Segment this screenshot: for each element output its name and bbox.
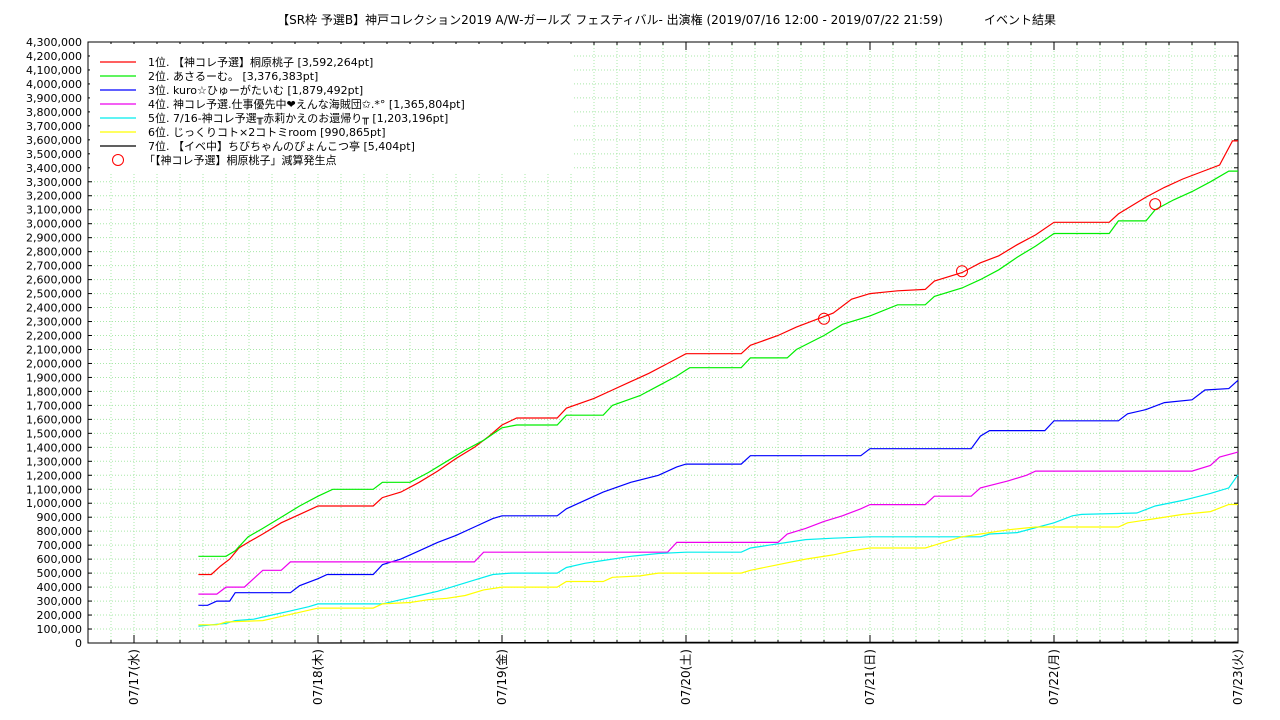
y-tick-label: 200,000 [37,609,83,622]
series-line [198,503,1238,626]
legend-entry: 1位. 【神コレ予選】桐原桃子 [3,592,264pt] [148,55,373,69]
legend-background [90,44,572,174]
y-tick-label: 2,800,000 [26,246,82,259]
y-tick-label: 100,000 [37,623,83,636]
series-line [317,641,1239,644]
y-tick-label: 3,200,000 [26,190,82,203]
legend-entry: 5位. 7/16-神コレ予選╥赤莉かえのお還帰り╥ [1,203,196pt] [148,111,448,125]
y-tick-label: 3,100,000 [26,204,82,217]
y-tick-label: 2,000,000 [26,357,82,370]
y-tick-label: 3,600,000 [26,134,82,147]
marker-point [956,265,968,278]
legend: 1位. 【神コレ予選】桐原桃子 [3,592,264pt]2位. あさるーむ。 … [90,44,572,174]
x-tick-label: 07/23(火) [1231,649,1245,705]
series-line [198,170,1238,557]
y-tick-label: 4,100,000 [26,64,82,77]
legend-entry: 2位. あさるーむ。 [3,376,383pt] [148,69,318,83]
y-tick-label: 2,600,000 [26,274,82,287]
y-tick-label: 3,000,000 [26,218,82,231]
x-tick-label: 07/19(金) [494,649,509,705]
series-line [198,379,1239,606]
legend-entry: 7位. 【イベ中】ちびちゃんのぴょんこつ亭 [5,404pt] [148,139,415,153]
y-tick-label: 800,000 [37,525,83,538]
y-tick-label: 1,100,000 [26,483,82,496]
y-tick-label: 3,300,000 [26,176,82,189]
y-tick-label: 2,900,000 [26,232,82,245]
y-tick-label: 1,600,000 [26,413,82,426]
y-tick-label: 3,800,000 [26,106,82,119]
y-tick-label: 2,400,000 [26,302,82,315]
legend-entry: 4位. 神コレ予選.仕事優先中❤えんな海賊団✩.*° [1,365,804pt] [148,97,465,111]
y-tick-label: 1,500,000 [26,427,82,440]
y-tick-label: 2,200,000 [26,330,82,343]
y-tick-label: 3,500,000 [26,148,82,161]
y-tick-label: 500,000 [37,567,83,580]
y-tick-label: 3,900,000 [26,92,82,105]
markers [818,198,1162,325]
x-tick-label: 07/17(水) [127,649,141,705]
y-tick-label: 3,700,000 [26,120,82,133]
x-tick-label: 07/22(月) [1047,649,1061,705]
marker-point [1149,198,1162,211]
y-tick-label: 600,000 [37,553,83,566]
y-tick-label: 1,700,000 [26,399,82,412]
y-tick-label: 3,400,000 [26,162,82,175]
y-tick-label: 4,200,000 [26,50,82,63]
legend-entry: 3位. kuro☆ひゅーがたいむ [1,879,492pt] [148,83,363,97]
x-tick-label: 07/20(土) [679,649,693,705]
y-tick-label: 900,000 [37,511,83,524]
legend-entry: 6位. じっくりコト×2コトミroom [990,865pt] [148,125,386,139]
y-tick-label: 4,000,000 [26,78,82,91]
x-tick-label: 07/18(木) [311,649,325,705]
y-tick-label: 2,700,000 [26,260,82,273]
y-tick-label: 1,000,000 [26,497,82,510]
y-tick-label: 300,000 [37,595,83,608]
y-tick-label: 700,000 [37,539,83,552]
legend-entry: 「【神コレ予選】桐原桃子」減算発生点 [144,153,337,167]
y-tick-label: 400,000 [37,581,83,594]
axes: 0100,000200,000300,000400,000500,000600,… [26,36,1245,705]
y-tick-label: 2,100,000 [26,343,82,356]
y-tick-label: 1,800,000 [26,385,82,398]
x-tick-label: 07/21(日) [863,649,877,705]
y-tick-label: 1,400,000 [26,441,82,454]
y-tick-label: 1,300,000 [26,455,82,468]
series-line [198,140,1238,576]
y-tick-label: 1,900,000 [26,371,82,384]
series-line [198,451,1239,595]
y-tick-label: 2,300,000 [26,316,82,329]
chart-subtitle: イベント結果 [984,13,1056,27]
y-tick-label: 1,200,000 [26,469,82,482]
y-tick-label: 2,500,000 [26,288,82,301]
marker-point [818,312,830,325]
y-tick-label: 4,300,000 [26,36,82,49]
series-lines [198,140,1239,644]
series-line [198,474,1239,627]
chart-title: 【SR枠 予選B】神戸コレクション2019 A/W-ガールズ フェスティバル- … [277,12,943,27]
legend-marker-swatch [112,154,124,166]
y-tick-label: 0 [75,637,82,650]
